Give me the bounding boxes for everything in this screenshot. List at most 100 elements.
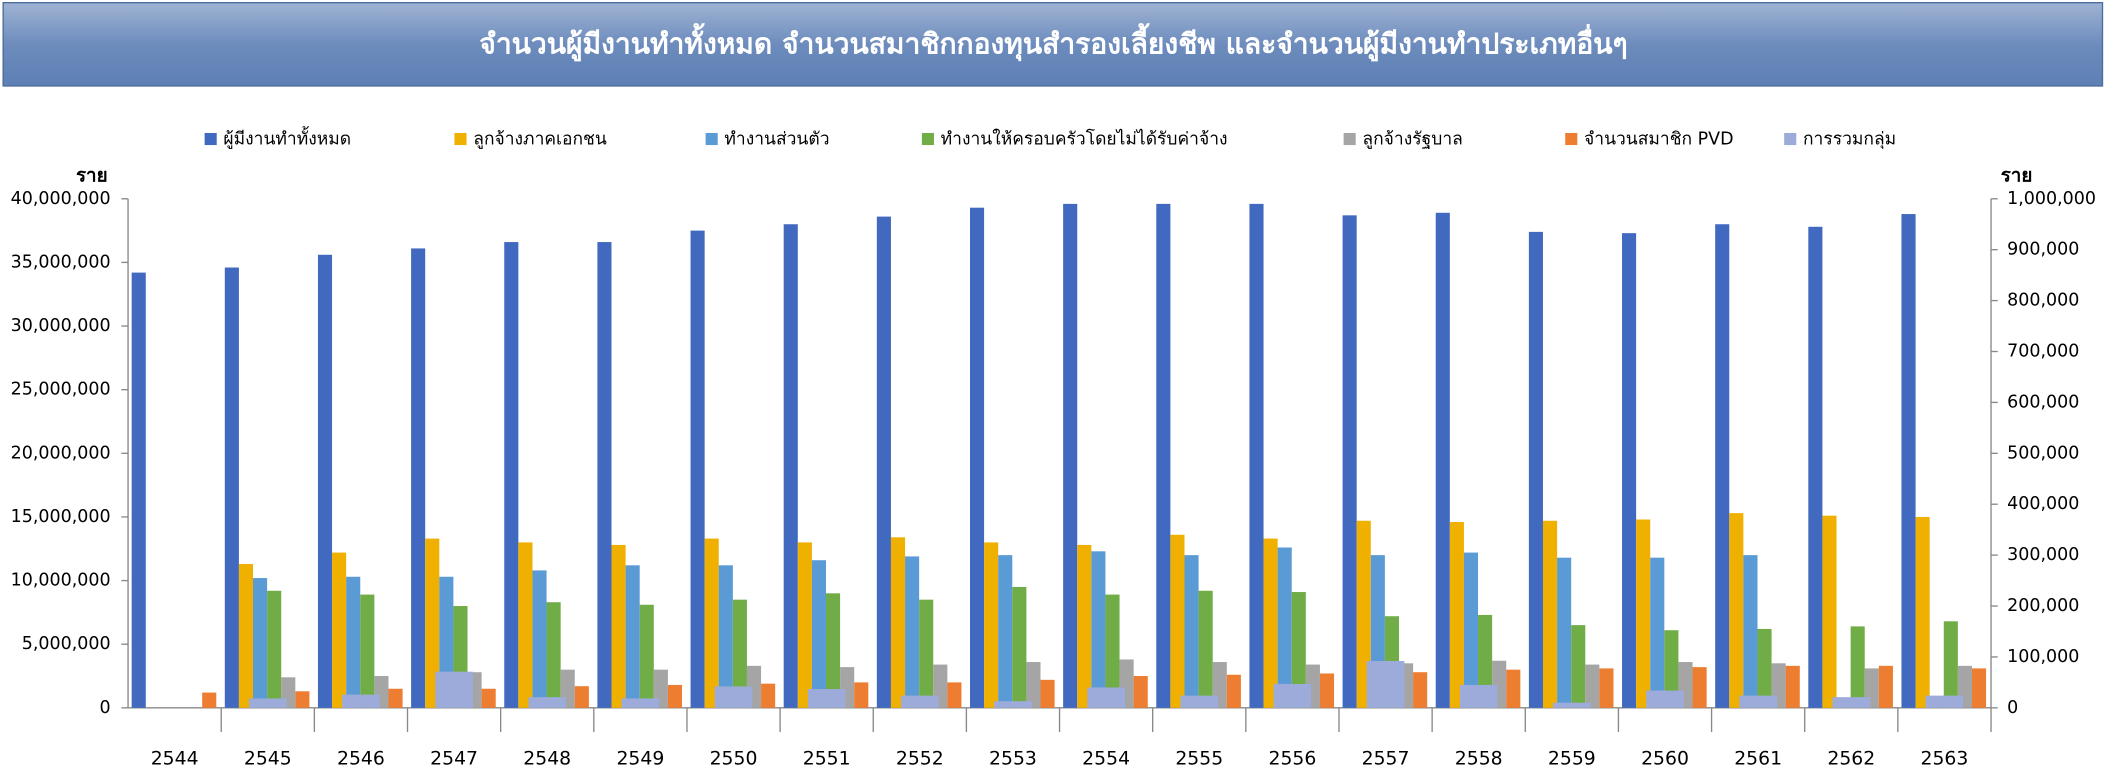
y-tick-label: 5,000,000 (22, 634, 111, 654)
bar (854, 682, 869, 708)
bar (1026, 662, 1041, 708)
bar (411, 248, 426, 708)
x-tick-label: 2552 (896, 748, 944, 769)
bar (890, 537, 906, 708)
x-tick-label: 2557 (1362, 748, 1410, 769)
bar (131, 272, 146, 708)
y2-tick-label: 800,000 (2007, 291, 2079, 311)
bar (1636, 519, 1651, 708)
legend-label: ผู้มีงานทำทั้งหมด (223, 126, 351, 150)
bar (811, 560, 827, 708)
bar (546, 602, 561, 708)
bar (905, 556, 920, 708)
x-tick-label: 2563 (1921, 748, 1969, 769)
x-tick-label: 2558 (1455, 748, 1503, 769)
bar (528, 697, 567, 708)
bar (1715, 224, 1730, 708)
bar (332, 552, 347, 708)
bar (1077, 544, 1092, 708)
x-tick-label: 2550 (710, 748, 758, 769)
bar (1808, 226, 1823, 708)
bar (1459, 684, 1498, 708)
legend-swatch (1565, 132, 1578, 146)
bar (1915, 516, 1930, 708)
bar (1449, 522, 1464, 708)
bar (1180, 695, 1219, 708)
bar (1785, 665, 1800, 708)
legend-label: ลูกจ้างรัฐบาล (1362, 130, 1462, 150)
legend-swatch (204, 132, 217, 146)
y-tick-label: 30,000,000 (11, 316, 111, 336)
bar (360, 594, 375, 708)
legend-label: ทำงานให้ครอบครัวโดยไม่ได้รับค่าจ้าง (941, 129, 1228, 150)
bar (732, 599, 747, 708)
bar (947, 682, 962, 708)
chart-title: จำนวนผู้มีงานทำทั้งหมด จำนวนสมาชิกกองทุน… (479, 23, 1627, 62)
bar (1943, 621, 1958, 708)
bar (1528, 231, 1543, 708)
bar (1366, 661, 1405, 708)
bar (1557, 557, 1572, 708)
bar (238, 564, 254, 708)
bar (621, 698, 660, 708)
bar (267, 590, 282, 708)
legend-label: จำนวนสมาชิก PVD (1584, 130, 1734, 150)
x-tick-label: 2553 (989, 748, 1037, 769)
bar (1319, 673, 1335, 708)
bar (1184, 555, 1199, 708)
y-tick-label: 20,000,000 (11, 443, 111, 463)
legend-label: ลูกจ้างภาคเอกชน (473, 130, 607, 150)
bar (1226, 674, 1241, 708)
bar (611, 544, 626, 708)
bar (1585, 664, 1600, 708)
bar (1342, 215, 1357, 708)
bar (248, 698, 287, 708)
bar (797, 542, 812, 708)
bar (1757, 628, 1772, 708)
title-banner (2, 2, 2104, 87)
y-tick-label: 0 (99, 698, 110, 718)
bar (224, 267, 239, 708)
bar (1822, 515, 1837, 708)
legend-swatch (454, 132, 467, 146)
bar (346, 576, 361, 708)
bar (1650, 557, 1665, 708)
bar (1571, 625, 1586, 708)
y2-tick-label: 300,000 (2007, 545, 2079, 565)
y2-tick-label: 1,000,000 (2007, 189, 2096, 209)
y-axis-label: ราย (76, 165, 108, 186)
bar (1901, 214, 1916, 708)
bar (1542, 520, 1558, 708)
x-tick-label: 2547 (430, 748, 478, 769)
bar (202, 692, 217, 708)
bar (998, 555, 1013, 708)
bar (1263, 538, 1278, 708)
x-tick-label: 2556 (1268, 748, 1316, 769)
bar (1622, 233, 1637, 708)
y-tick-label: 40,000,000 (11, 189, 111, 209)
bar (1743, 555, 1758, 708)
bar (1729, 513, 1744, 708)
bar (984, 542, 999, 708)
bar (1105, 594, 1120, 708)
bar (518, 542, 533, 708)
bar (1739, 695, 1777, 708)
bar (1925, 695, 1964, 708)
y2-tick-label: 900,000 (2007, 240, 2079, 260)
bar (1091, 551, 1106, 708)
legend-label: การรวมกลุ่ม (1803, 130, 1896, 150)
bar (1156, 203, 1171, 708)
y2-tick-label: 400,000 (2007, 494, 2079, 514)
x-tick-label: 2554 (1082, 748, 1130, 769)
legend-swatch (1343, 132, 1356, 146)
bar (1087, 687, 1125, 708)
bar (425, 538, 440, 708)
bar (435, 671, 473, 708)
bar (342, 694, 380, 708)
bar (1646, 690, 1684, 708)
y-tick-label: 35,000,000 (11, 252, 111, 272)
bar (295, 691, 310, 708)
bar (639, 604, 654, 708)
y-tick-label: 10,000,000 (11, 571, 111, 591)
bar (1170, 534, 1185, 708)
